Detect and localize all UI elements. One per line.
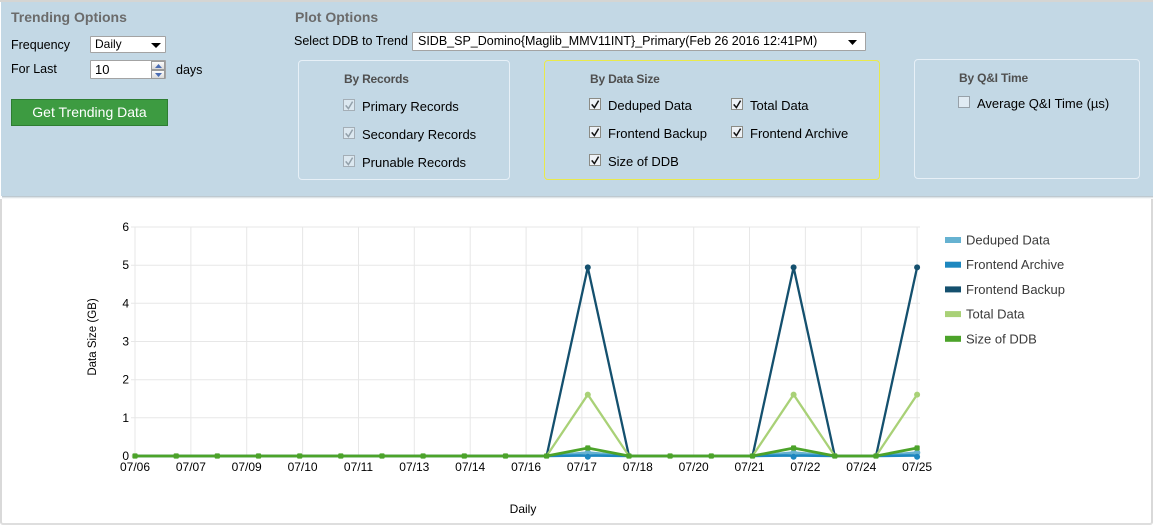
svg-text:Deduped Data: Deduped Data — [966, 233, 1051, 248]
svg-text:Size of DDB: Size of DDB — [966, 331, 1037, 346]
svg-text:07/13: 07/13 — [399, 460, 429, 474]
svg-text:0: 0 — [122, 449, 129, 463]
svg-text:07/20: 07/20 — [679, 460, 709, 474]
svg-text:07/06: 07/06 — [120, 460, 150, 474]
svg-text:2: 2 — [122, 373, 129, 387]
svg-text:07/25: 07/25 — [902, 460, 932, 474]
svg-text:Total Data: Total Data — [966, 307, 1025, 322]
svg-text:5: 5 — [122, 258, 129, 272]
svg-text:07/17: 07/17 — [567, 460, 597, 474]
svg-text:3: 3 — [122, 335, 129, 349]
svg-text:07/10: 07/10 — [288, 460, 318, 474]
svg-text:4: 4 — [122, 296, 129, 310]
svg-text:07/11: 07/11 — [344, 460, 373, 474]
svg-text:07/24: 07/24 — [846, 460, 876, 474]
svg-text:07/18: 07/18 — [623, 460, 653, 474]
svg-text:Frontend Archive: Frontend Archive — [966, 257, 1064, 272]
svg-text:07/14: 07/14 — [455, 460, 485, 474]
svg-text:1: 1 — [122, 411, 129, 425]
svg-text:07/07: 07/07 — [176, 460, 206, 474]
svg-text:Frontend Backup: Frontend Backup — [966, 282, 1065, 297]
svg-text:Data Size (GB): Data Size (GB) — [87, 298, 99, 375]
svg-text:07/09: 07/09 — [232, 460, 262, 474]
svg-text:Daily: Daily — [510, 502, 537, 516]
svg-text:07/21: 07/21 — [734, 460, 764, 474]
svg-text:07/22: 07/22 — [790, 460, 820, 474]
svg-text:07/16: 07/16 — [511, 460, 541, 474]
svg-text:6: 6 — [122, 220, 129, 234]
